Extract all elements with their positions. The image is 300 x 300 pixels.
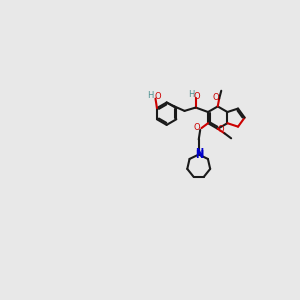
Text: N: N: [195, 148, 203, 158]
Text: O: O: [154, 92, 161, 101]
Text: O: O: [212, 93, 219, 102]
Text: O: O: [217, 125, 224, 134]
Text: H: H: [188, 90, 194, 99]
Text: O: O: [194, 123, 201, 132]
Text: N: N: [195, 149, 203, 160]
Text: H: H: [148, 91, 154, 100]
Text: O: O: [194, 92, 200, 101]
